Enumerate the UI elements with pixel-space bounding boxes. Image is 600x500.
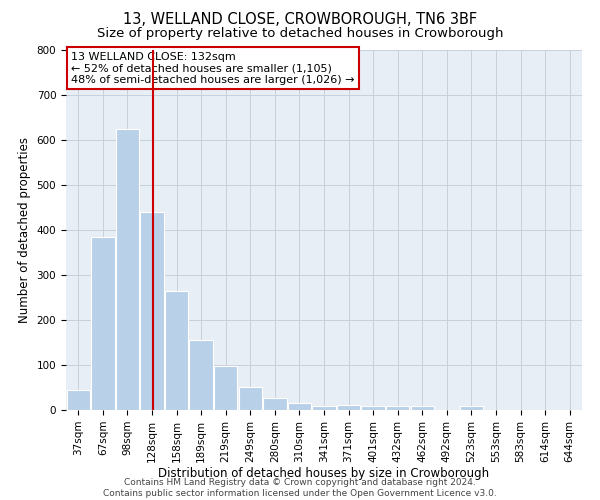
Bar <box>165 291 188 410</box>
Text: Contains HM Land Registry data © Crown copyright and database right 2024.
Contai: Contains HM Land Registry data © Crown c… <box>103 478 497 498</box>
Bar <box>140 212 164 410</box>
Text: Size of property relative to detached houses in Crowborough: Size of property relative to detached ho… <box>97 28 503 40</box>
Bar <box>410 406 434 410</box>
Y-axis label: Number of detached properties: Number of detached properties <box>18 137 31 323</box>
Bar <box>263 398 287 410</box>
Text: 13, WELLAND CLOSE, CROWBOROUGH, TN6 3BF: 13, WELLAND CLOSE, CROWBOROUGH, TN6 3BF <box>123 12 477 28</box>
Bar <box>239 386 262 410</box>
X-axis label: Distribution of detached houses by size in Crowborough: Distribution of detached houses by size … <box>158 468 490 480</box>
Bar <box>460 406 483 410</box>
Bar <box>386 406 409 410</box>
Bar <box>67 390 90 410</box>
Bar <box>361 406 385 410</box>
Bar <box>116 128 139 410</box>
Bar <box>313 406 335 410</box>
Bar <box>214 366 238 410</box>
Bar <box>190 340 213 410</box>
Bar <box>337 404 360 410</box>
Text: 13 WELLAND CLOSE: 132sqm
← 52% of detached houses are smaller (1,105)
48% of sem: 13 WELLAND CLOSE: 132sqm ← 52% of detach… <box>71 52 355 85</box>
Bar <box>288 403 311 410</box>
Bar <box>91 237 115 410</box>
